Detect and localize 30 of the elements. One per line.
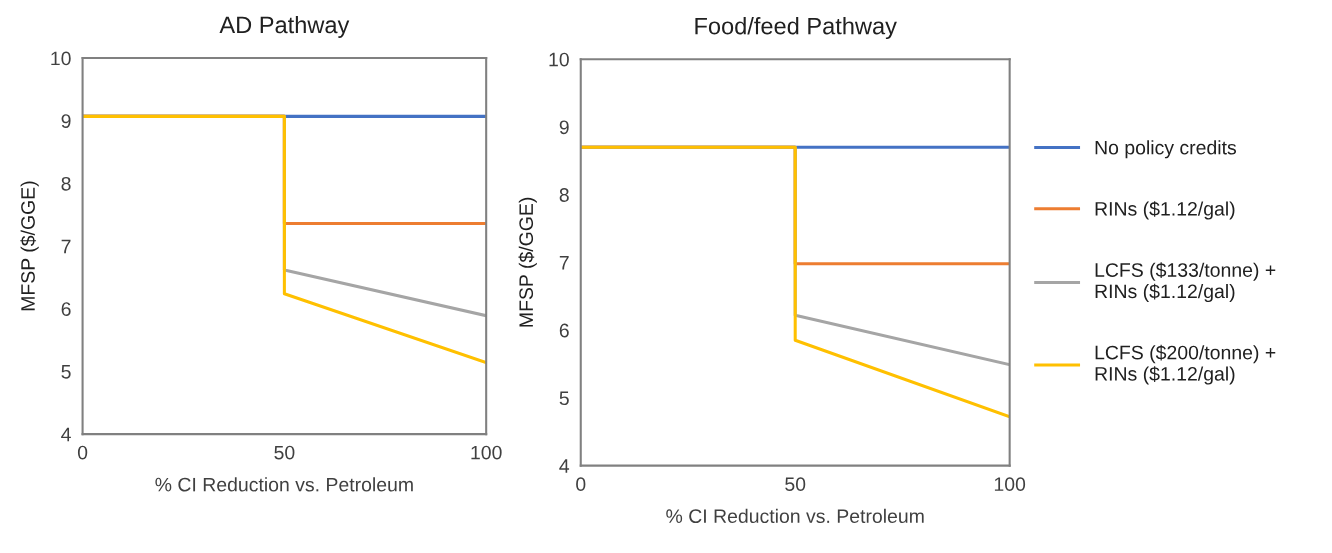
chart-title: Food/feed Pathway (695, 17, 897, 40)
x-tick-label: 0 (576, 477, 586, 492)
legend-label: No policy credits (1095, 140, 1237, 159)
y-tick-label: 8 (61, 176, 71, 191)
y-axis-title: MFSP ($/GGE) (20, 181, 39, 311)
y-tick-label: 7 (559, 256, 569, 270)
y-tick-label: 6 (61, 302, 71, 316)
y-tick-label: 6 (559, 323, 569, 338)
x-axis-title: % CI Reduction vs. Petroleum (666, 508, 924, 524)
y-tick-label: 4 (559, 459, 570, 473)
y-tick-label: 9 (559, 120, 569, 135)
x-tick-label: 100 (471, 445, 502, 460)
x-tick-label: 50 (274, 445, 295, 460)
x-axis-title: % CI Reduction vs. Petroleum (155, 477, 413, 492)
y-tick-label: 7 (61, 239, 71, 254)
legend-label: LCFS ($133/tonne) + RINs ($1.12/gal) (1095, 262, 1276, 303)
y-tick-label: 9 (61, 114, 71, 128)
y-tick-label: 5 (559, 391, 569, 406)
chart-title: AD Pathway (219, 15, 350, 38)
legend-label: RINs ($1.12/gal) (1095, 201, 1235, 220)
y-axis-title: MFSP ($/GGE) (518, 197, 537, 327)
x-tick-label: 0 (77, 445, 88, 460)
y-tick-label: 8 (559, 188, 569, 202)
y-tick-label: 4 (61, 427, 71, 442)
x-tick-label: 100 (994, 477, 1026, 492)
x-tick-label: 50 (785, 477, 806, 492)
y-tick-label: 10 (51, 51, 71, 66)
y-tick-label: 5 (61, 365, 71, 379)
legend-label: LCFS ($200/tonne) + RINs ($1.12/gal) (1095, 344, 1276, 385)
y-tick-label: 10 (549, 52, 569, 67)
